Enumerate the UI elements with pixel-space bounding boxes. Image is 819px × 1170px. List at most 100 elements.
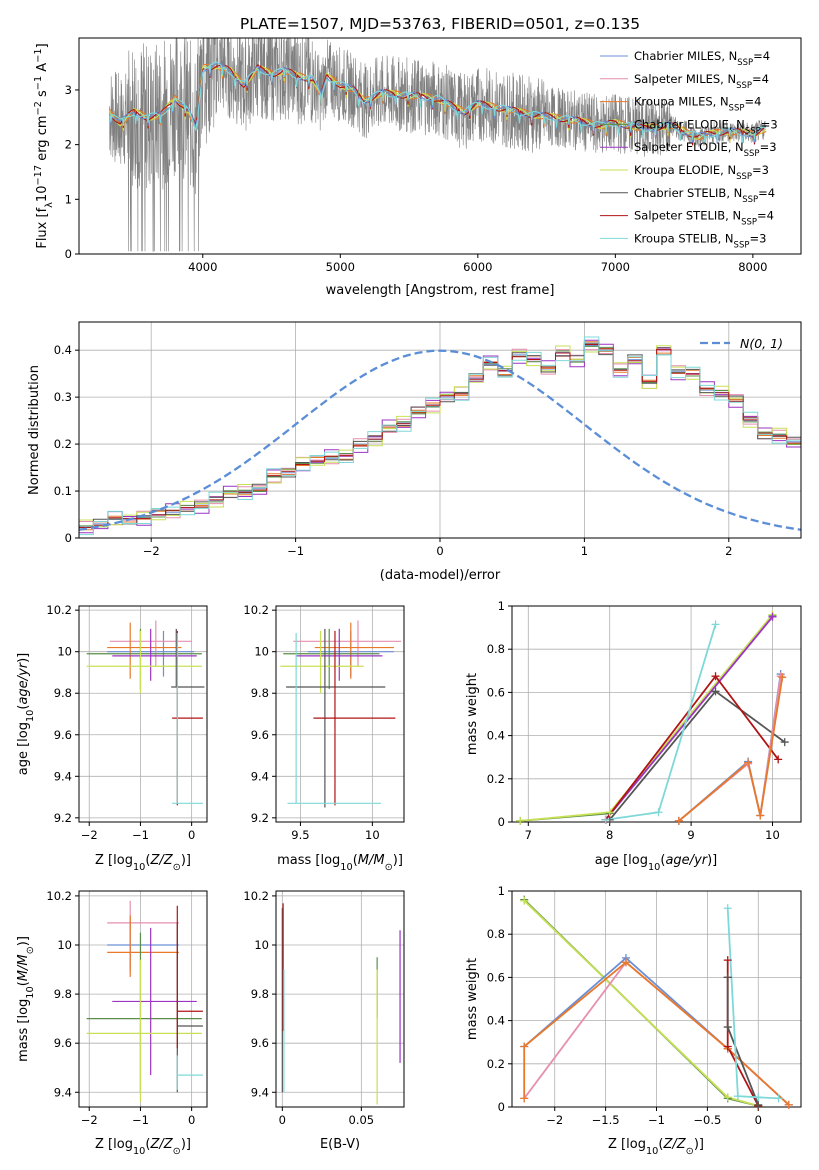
label-part: )]	[181, 853, 191, 868]
label-part: age/yr	[16, 661, 31, 704]
mass-weight-line	[604, 616, 774, 821]
label-part: age [log	[16, 722, 31, 775]
data-point-marker	[774, 755, 783, 764]
data-point-marker	[723, 1023, 732, 1032]
data-point-marker	[723, 1093, 732, 1102]
legend-text: Kroupa ELODIE, N	[634, 163, 736, 177]
label-part: M/M	[358, 853, 385, 868]
legend-subscript: SSP	[729, 104, 745, 114]
legend-suffix: =4	[744, 95, 761, 109]
label-part: mass [log	[277, 853, 340, 868]
x-tick-label: 8000	[738, 260, 767, 274]
x-tick-label: 9.5	[291, 828, 309, 842]
histogram-step-line	[79, 344, 801, 528]
histogram-step-line	[79, 336, 801, 536]
y-tick-label: 3	[65, 83, 72, 97]
legend-label: N(0, 1)	[740, 336, 783, 351]
y-tick-label: 2	[65, 138, 72, 152]
label-part: Z/Z	[149, 853, 173, 868]
y-tick-label: 9.8	[251, 686, 269, 700]
y-tick-label: 0.4	[487, 1014, 505, 1028]
legend-label: Chabrier STELIB, NSSP=4	[634, 186, 775, 205]
plot-area	[108, 38, 767, 252]
legend-label: Kroupa ELODIE, NSSP=3	[634, 163, 769, 182]
x-tick-label: 0	[188, 828, 195, 842]
y-tick-label: 0	[65, 531, 72, 545]
label-part: ⊙	[686, 1146, 694, 1157]
label-part: λ	[44, 202, 55, 208]
y-axis-label: mass [log10(M/M⊙)]	[16, 936, 36, 1062]
figure-title: PLATE=1507, MJD=53763, FIBERID=0501, z=0…	[240, 15, 640, 33]
axes-frame	[78, 605, 208, 823]
legend-text: Kroupa MILES, N	[634, 95, 729, 109]
x-tick-label: −1	[132, 828, 149, 842]
x-tick-label: 9	[687, 828, 694, 842]
data-point-marker	[754, 1093, 763, 1102]
label-part: Z [log	[608, 1137, 646, 1152]
y-tick-label: 0.4	[54, 343, 72, 357]
y-axis-label: mass weight	[465, 673, 480, 755]
label-part: Z [log	[95, 853, 133, 868]
x-tick-label: 0	[188, 1113, 195, 1127]
mass-vs-extinction-panel: 0 0.05 9.4 9.6 9.8 10 10.2 E(B-V)	[243, 889, 405, 1152]
data-point-marker	[520, 896, 529, 905]
mass-weight-line	[520, 614, 774, 822]
legend-label: Kroupa MILES, NSSP=4	[634, 95, 761, 114]
data-point-marker	[774, 1094, 783, 1103]
legend-label: Salpeter MILES, NSSP=4	[634, 72, 769, 91]
label-part: 10	[340, 862, 352, 873]
legend-label: Kroupa STELIB, NSSP=3	[634, 231, 766, 250]
spectrum-panel: 4000 5000 6000 7000 8000 0 1 2 3 Chabrier MILES, …	[33, 37, 802, 298]
y-tick-label: 10	[57, 645, 72, 659]
label-part: −17	[33, 165, 44, 186]
legend-suffix: =4	[757, 209, 774, 223]
data-point-marker	[723, 973, 732, 982]
x-tick-label: 4000	[188, 260, 217, 274]
y-tick-label: 0	[498, 815, 505, 829]
mass-weight-line	[523, 900, 759, 1107]
data-point-marker	[744, 758, 753, 767]
y-tick-label: 10	[254, 645, 269, 659]
mass-weight-line	[523, 898, 759, 1107]
label-part: Z/Z	[149, 1137, 173, 1152]
legend-subscript: SSP	[745, 126, 761, 136]
data-point-marker	[778, 673, 787, 682]
legend-suffix: =3	[760, 140, 777, 154]
x-axis-label: Z [log10(Z/Z⊙)]	[95, 853, 191, 873]
legend-label: Chabrier ELODIE, NSSP=3	[634, 117, 778, 136]
y-tick-label: 0.8	[487, 927, 505, 941]
legend-suffix: =4	[752, 72, 769, 86]
y-tick-label: 9.8	[54, 686, 72, 700]
legend-suffix: =3	[749, 231, 766, 245]
data-point-marker	[784, 1100, 793, 1109]
x-tick-label: 0.05	[349, 1113, 375, 1127]
data-point-marker	[520, 1094, 529, 1103]
label-part: )]	[16, 653, 31, 663]
y-tick-label: 0.1	[54, 484, 72, 498]
normal-distribution-curve	[79, 349, 801, 531]
label-part: )]	[393, 853, 403, 868]
legend-subscript: SSP	[737, 58, 753, 68]
x-tick-label: −0.5	[693, 1113, 721, 1127]
y-axis-label: mass weight	[465, 958, 480, 1040]
legend-suffix: =4	[758, 186, 775, 200]
y-tick-label: 0.2	[487, 1057, 505, 1071]
y-tick-label: 9.6	[54, 1036, 72, 1050]
y-tick-label: 0.2	[54, 437, 72, 451]
data-point-marker	[780, 738, 789, 747]
axes-frame	[275, 890, 405, 1108]
data-point-marker	[768, 612, 777, 621]
x-axis-label: E(B-V)	[320, 1137, 360, 1152]
y-axis-label: Normed distribution	[27, 365, 42, 495]
y-tick-label: 0.6	[487, 970, 505, 984]
y-tick-label: 10	[57, 938, 72, 952]
legend-subscript: SSP	[742, 195, 758, 205]
x-tick-label: 5000	[326, 260, 355, 274]
plot-area	[276, 606, 404, 822]
y-tick-label: 1	[498, 884, 505, 898]
histogram-step-line	[79, 348, 801, 526]
x-axis-label: wavelength [Angstrom, rest frame]	[326, 283, 555, 298]
label-part: erg cm	[35, 115, 50, 164]
